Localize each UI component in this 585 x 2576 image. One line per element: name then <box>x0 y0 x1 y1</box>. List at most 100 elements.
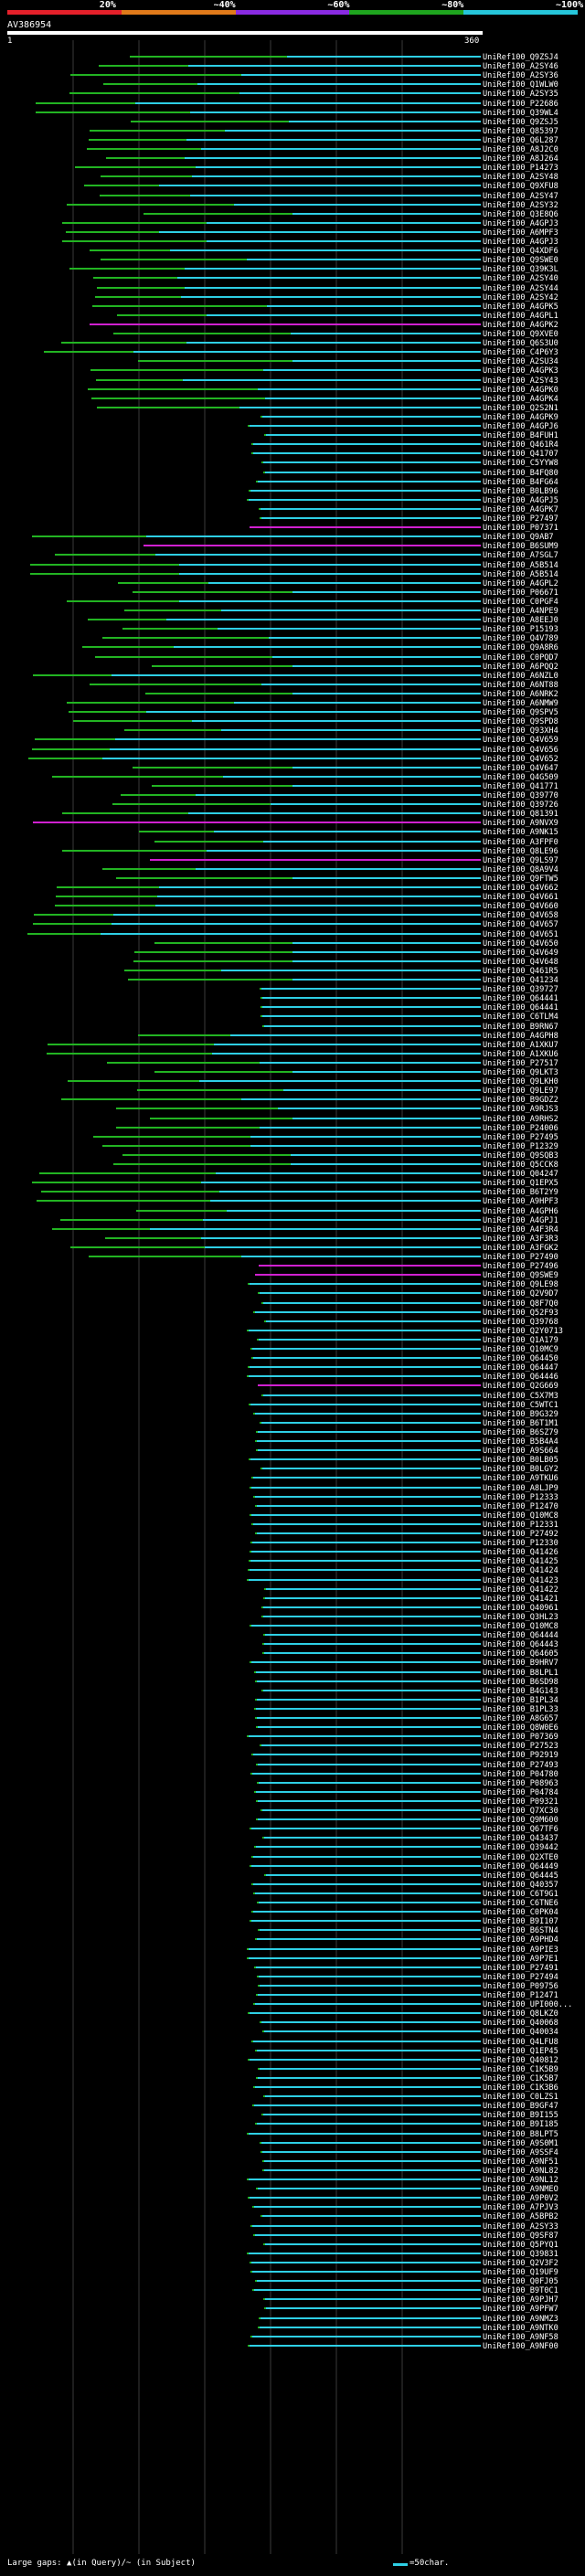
hit-label[interactable]: UniRef100_Q461R4 <box>483 440 558 451</box>
hit-label[interactable]: UniRef100_Q4V652 <box>483 754 558 764</box>
hit-label[interactable]: UniRef100_A8G657 <box>483 1714 558 1723</box>
hit-label[interactable]: UniRef100_Q4V661 <box>483 893 558 903</box>
hit-label[interactable]: UniRef100_Q4V651 <box>483 929 558 939</box>
hit-label[interactable]: UniRef100_Q1EP45 <box>483 2046 558 2056</box>
hit-label[interactable]: UniRef100_P12471 <box>483 1991 558 2000</box>
hit-label[interactable]: UniRef100_P27497 <box>483 514 558 524</box>
hit-label[interactable]: UniRef100_Q4G509 <box>483 772 558 782</box>
hit-label[interactable]: UniRef100_A8EEJ0 <box>483 616 558 626</box>
hit-label[interactable]: UniRef100_Q3E8Q6 <box>483 209 558 219</box>
hit-label[interactable]: UniRef100_A2SY40 <box>483 274 558 284</box>
hit-label[interactable]: UniRef100_A5B514 <box>483 560 558 570</box>
hit-label[interactable]: UniRef100_Q9LKH0 <box>483 1077 558 1087</box>
hit-label[interactable]: UniRef100_Q2V3F2 <box>483 2258 558 2268</box>
hit-label[interactable]: UniRef100_B9GF47 <box>483 2102 558 2112</box>
hit-label[interactable]: UniRef100_Q64447 <box>483 1363 558 1373</box>
hit-label[interactable]: UniRef100_Q39768 <box>483 1317 558 1327</box>
hit-label[interactable]: UniRef100_A2SY44 <box>483 283 558 293</box>
hit-label[interactable]: UniRef100_Q9SQB3 <box>483 1150 558 1161</box>
hit-label[interactable]: UniRef100_A9NMZ3 <box>483 2314 558 2324</box>
hit-label[interactable]: UniRef100_B9I107 <box>483 1917 558 1927</box>
hit-label[interactable]: UniRef100_A6MPF3 <box>483 228 558 238</box>
hit-label[interactable]: UniRef100_Q6S3U0 <box>483 339 558 349</box>
hit-label[interactable]: UniRef100_B9G329 <box>483 1409 558 1419</box>
hit-label[interactable]: UniRef100_Q8F7Q0 <box>483 1299 558 1309</box>
hit-label[interactable]: UniRef100_A2SU34 <box>483 357 558 367</box>
hit-label[interactable]: UniRef100_Q64441 <box>483 1003 558 1013</box>
hit-label[interactable]: UniRef100_P12333 <box>483 1492 558 1502</box>
hit-label[interactable]: UniRef100_UPI000... <box>483 2000 573 2010</box>
hit-label[interactable]: UniRef100_P27490 <box>483 1253 558 1262</box>
hit-label[interactable]: UniRef100_C0PK04 <box>483 1908 558 1918</box>
hit-label[interactable]: UniRef100_Q9SPV5 <box>483 708 558 718</box>
hit-label[interactable]: UniRef100_Q9SWE0 <box>483 256 558 266</box>
hit-label[interactable]: UniRef100_A3F3R3 <box>483 1234 558 1244</box>
hit-label[interactable]: UniRef100_P09756 <box>483 1981 558 1991</box>
hit-label[interactable]: UniRef100_A2SY32 <box>483 200 558 210</box>
hit-label[interactable]: UniRef100_P12330 <box>483 1539 558 1549</box>
hit-label[interactable]: UniRef100_A2SY33 <box>483 2221 558 2231</box>
hit-label[interactable]: UniRef100_Q2Y0713 <box>483 1326 563 1336</box>
hit-label[interactable]: UniRef100_Q39831 <box>483 2249 558 2259</box>
hit-label[interactable]: UniRef100_Q9SWE9 <box>483 1271 558 1281</box>
hit-label[interactable]: UniRef100_Q4XDF6 <box>483 247 558 257</box>
hit-label[interactable]: UniRef100_Q40812 <box>483 2055 558 2065</box>
hit-label[interactable]: UniRef100_P27491 <box>483 1963 558 1973</box>
hit-label[interactable]: UniRef100_A1XKU6 <box>483 1049 558 1059</box>
hit-label[interactable]: UniRef100_B1PL34 <box>483 1695 558 1705</box>
hit-label[interactable]: UniRef100_Q64441 <box>483 994 558 1004</box>
hit-label[interactable]: UniRef100_A4NPE9 <box>483 607 558 616</box>
hit-label[interactable]: UniRef100_A4GPK5 <box>483 302 558 312</box>
hit-label[interactable]: UniRef100_Q9FTW5 <box>483 874 558 884</box>
hit-label[interactable]: UniRef100_Q41234 <box>483 976 558 985</box>
hit-label[interactable]: UniRef100_Q9LE97 <box>483 1087 558 1097</box>
hit-label[interactable]: UniRef100_B4FUH1 <box>483 431 558 441</box>
hit-label[interactable]: UniRef100_P12331 <box>483 1520 558 1530</box>
hit-label[interactable]: UniRef100_Q4V647 <box>483 763 558 773</box>
hit-label[interactable]: UniRef100_Q9XFU8 <box>483 182 558 192</box>
hit-label[interactable]: UniRef100_A2SY46 <box>483 62 558 72</box>
hit-label[interactable]: UniRef100_A7SGL7 <box>483 551 558 561</box>
hit-label[interactable]: UniRef100_P14273 <box>483 164 558 174</box>
hit-label[interactable]: UniRef100_Q41424 <box>483 1566 558 1576</box>
hit-label[interactable]: UniRef100_Q64444 <box>483 1631 558 1641</box>
hit-label[interactable]: UniRef100_C0PQD7 <box>483 652 558 663</box>
hit-label[interactable]: UniRef100_P12329 <box>483 1141 558 1151</box>
hit-label[interactable]: UniRef100_B6STN4 <box>483 1926 558 1936</box>
hit-label[interactable]: UniRef100_Q4V656 <box>483 745 558 755</box>
hit-label[interactable]: UniRef100_Q39442 <box>483 1843 558 1853</box>
hit-label[interactable]: UniRef100_P24006 <box>483 1123 558 1133</box>
hit-label[interactable]: UniRef100_A9PHD4 <box>483 1935 558 1945</box>
hit-label[interactable]: UniRef100_C0PGF4 <box>483 597 558 607</box>
hit-label[interactable]: UniRef100_Q41422 <box>483 1585 558 1595</box>
hit-label[interactable]: UniRef100_A9NMEO <box>483 2185 558 2195</box>
hit-label[interactable]: UniRef100_Q9SPD8 <box>483 717 558 727</box>
hit-label[interactable]: UniRef100_Q4V789 <box>483 634 558 644</box>
hit-label[interactable]: UniRef100_P06671 <box>483 588 558 598</box>
hit-label[interactable]: UniRef100_B0LB05 <box>483 1456 558 1466</box>
hit-label[interactable]: UniRef100_B5B4A4 <box>483 1437 558 1447</box>
hit-label[interactable]: UniRef100_Q41425 <box>483 1557 558 1567</box>
hit-label[interactable]: UniRef100_B9I155 <box>483 2111 558 2121</box>
hit-label[interactable]: UniRef100_A4GPJ1 <box>483 1215 558 1225</box>
hit-label[interactable]: UniRef100_Q64445 <box>483 1871 558 1881</box>
hit-label[interactable]: UniRef100_A2SY36 <box>483 71 558 81</box>
hit-label[interactable]: UniRef100_A9NVX9 <box>483 819 558 829</box>
hit-label[interactable]: UniRef100_C1K5B9 <box>483 2064 558 2074</box>
hit-label[interactable]: UniRef100_P27495 <box>483 1132 558 1142</box>
hit-label[interactable]: UniRef100_C6TLM4 <box>483 1012 558 1023</box>
hit-label[interactable]: UniRef100_Q461R5 <box>483 966 558 976</box>
hit-label[interactable]: UniRef100_P27517 <box>483 1058 558 1068</box>
hit-label[interactable]: UniRef100_C6TNE6 <box>483 1899 558 1908</box>
hit-label[interactable]: UniRef100_A2SY42 <box>483 292 558 302</box>
hit-label[interactable]: UniRef100_A6PQQ2 <box>483 662 558 672</box>
hit-label[interactable]: UniRef100_A9RHS2 <box>483 1114 558 1124</box>
hit-label[interactable]: UniRef100_Q52F93 <box>483 1308 558 1318</box>
hit-label[interactable]: UniRef100_P92919 <box>483 1751 558 1761</box>
hit-label[interactable]: UniRef100_A4GPK4 <box>483 394 558 404</box>
hit-label[interactable]: UniRef100_A4GPJ5 <box>483 495 558 505</box>
hit-label[interactable]: UniRef100_C1K5B7 <box>483 2073 558 2083</box>
hit-label[interactable]: UniRef100_P09321 <box>483 1797 558 1807</box>
hit-label[interactable]: UniRef100_Q41423 <box>483 1575 558 1585</box>
hit-label[interactable]: UniRef100_A9PJH7 <box>483 2295 558 2306</box>
